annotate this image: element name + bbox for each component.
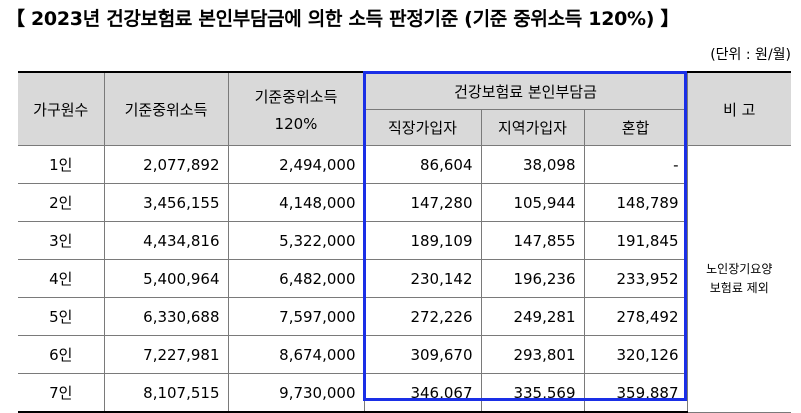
cell-household: 1인 bbox=[18, 145, 105, 184]
header-median-120-line2: 120% bbox=[274, 114, 318, 133]
income-criteria-table: 가구원수 기준중위소득 기준중위소득 120% 건강보험료 본인부담금 비 고 … bbox=[18, 71, 792, 413]
cell-household: 4인 bbox=[18, 259, 105, 298]
note-cell: 노인장기요양 보험료 제외 bbox=[686, 145, 792, 413]
cell-median-120: 5,322,000 bbox=[227, 221, 365, 260]
cell-household: 5인 bbox=[18, 297, 105, 336]
cell-employee: 272,226 bbox=[363, 297, 482, 336]
cell-regional: 335,569 bbox=[480, 373, 585, 413]
table-row: 4인 5,400,964 6,482,000 230,142 196,236 2… bbox=[18, 259, 791, 298]
header-median-120: 기준중위소득 120% bbox=[227, 71, 365, 146]
cell-regional: 293,801 bbox=[480, 335, 585, 374]
table-row: 2인 3,456,155 4,148,000 147,280 105,944 1… bbox=[18, 183, 791, 222]
cell-median: 2,077,892 bbox=[103, 145, 229, 184]
cell-mixed: 148,789 bbox=[583, 183, 688, 222]
header-median-income: 기준중위소득 bbox=[103, 71, 229, 146]
cell-regional: 249,281 bbox=[480, 297, 585, 336]
cell-median: 7,227,981 bbox=[103, 335, 229, 374]
header-regional: 지역가입자 bbox=[480, 109, 585, 146]
cell-median-120: 7,597,000 bbox=[227, 297, 365, 336]
header-median-120-line1: 기준중위소득 bbox=[254, 87, 338, 106]
cell-median: 8,107,515 bbox=[103, 373, 229, 413]
header-household: 가구원수 bbox=[18, 71, 105, 146]
table-row: 5인 6,330,688 7,597,000 272,226 249,281 2… bbox=[18, 297, 791, 336]
table-row: 7인 8,107,515 9,730,000 346,067 335,569 3… bbox=[18, 373, 791, 413]
cell-household: 2인 bbox=[18, 183, 105, 222]
cell-regional: 105,944 bbox=[480, 183, 585, 222]
cell-median: 5,400,964 bbox=[103, 259, 229, 298]
cell-mixed: 359,887 bbox=[583, 373, 688, 413]
cell-mixed: 191,845 bbox=[583, 221, 688, 260]
cell-median: 3,456,155 bbox=[103, 183, 229, 222]
unit-label: (단위 : 원/월) bbox=[710, 47, 791, 63]
cell-employee: 86,604 bbox=[363, 145, 482, 184]
cell-mixed: - bbox=[583, 145, 688, 184]
table-row: 1인 2,077,892 2,494,000 86,604 38,098 - 노… bbox=[18, 145, 792, 413]
cell-mixed: 233,952 bbox=[583, 259, 688, 298]
header-mixed: 혼합 bbox=[583, 109, 688, 146]
table-row: 3인 4,434,816 5,322,000 189,109 147,855 1… bbox=[18, 221, 791, 260]
cell-employee: 346,067 bbox=[363, 373, 482, 413]
cell-median: 6,330,688 bbox=[103, 297, 229, 336]
header-note: 비 고 bbox=[686, 71, 792, 146]
cell-employee: 147,280 bbox=[363, 183, 482, 222]
cell-median-120: 6,482,000 bbox=[227, 259, 365, 298]
table-row: 6인 7,227,981 8,674,000 309,670 293,801 3… bbox=[18, 335, 791, 374]
cell-median: 4,434,816 bbox=[103, 221, 229, 260]
cell-median-120: 9,730,000 bbox=[227, 373, 365, 413]
cell-regional: 196,236 bbox=[480, 259, 585, 298]
cell-mixed: 278,492 bbox=[583, 297, 688, 336]
page-title: 【 2023년 건강보험료 본인부담금에 의한 소득 판정기준 (기준 중위소득… bbox=[6, 8, 680, 30]
cell-household: 7인 bbox=[18, 373, 105, 413]
cell-median-120: 2,494,000 bbox=[227, 145, 365, 184]
cell-regional: 38,098 bbox=[480, 145, 585, 184]
cell-employee: 189,109 bbox=[363, 221, 482, 260]
cell-mixed: 320,126 bbox=[583, 335, 688, 374]
cell-employee: 309,670 bbox=[363, 335, 482, 374]
cell-household: 3인 bbox=[18, 221, 105, 260]
note-line2: 보험료 제외 bbox=[709, 280, 769, 295]
cell-employee: 230,142 bbox=[363, 259, 482, 298]
header-employee: 직장가입자 bbox=[364, 109, 482, 146]
cell-median-120: 4,148,000 bbox=[227, 183, 365, 222]
header-premium-group: 건강보험료 본인부담금 bbox=[363, 71, 688, 110]
note-line1: 노인장기요양 bbox=[706, 261, 773, 276]
cell-regional: 147,855 bbox=[480, 221, 585, 260]
cell-household: 6인 bbox=[18, 335, 105, 374]
cell-median-120: 8,674,000 bbox=[227, 335, 365, 374]
